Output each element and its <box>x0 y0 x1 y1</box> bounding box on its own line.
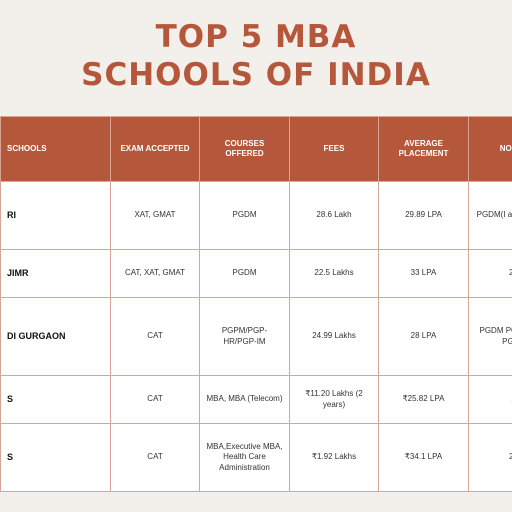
table-row: RI XAT, GMAT PGDM 28.6 Lakh 29.89 LPA PGDM(I … <box>0 181 512 250</box>
cell: CAT <box>110 423 200 492</box>
cell: MBA,Executive MBA, Health Care Administr… <box>199 423 290 492</box>
column-header: COURSES OFFERED <box>199 116 290 182</box>
title-line: SCHOOLS OF INDIA <box>81 57 431 93</box>
cell: 24.99 Lakhs <box>289 297 379 376</box>
cell: 28 <box>468 423 512 492</box>
cell: PGPM/PGP-HR/PGP-IM <box>199 297 290 376</box>
table-row: DI GURGAON CAT PGPM/PGP-HR/PGP-IM 24.99 Lak… <box>0 297 512 376</box>
header-row: SCHOOLS EXAM ACCEPTED COURSES OFFERED FEES A… <box>0 116 512 182</box>
cell: XAT, GMAT <box>110 181 200 250</box>
cell: ₹1.92 Lakhs <box>289 423 379 492</box>
cell: PGDM <box>199 181 290 250</box>
cell: MBA, MBA (Telecom) <box>199 375 290 424</box>
column-header: NO. OF <box>468 116 512 182</box>
cell: 29.89 LPA <box>378 181 469 250</box>
cell: CAT, XAT, GMAT <box>110 249 200 298</box>
school-name: JIMR <box>0 249 111 298</box>
cell: CAT <box>110 297 200 376</box>
cell: PGDM(I an PGDM( ( <box>468 181 512 250</box>
column-header: AVERAGE PLACEMENT <box>378 116 469 182</box>
table-row: S CAT MBA,Executive MBA, Health Care Admin… <box>0 423 512 492</box>
column-header: SCHOOLS <box>0 116 111 182</box>
cell: PGDM <box>199 249 290 298</box>
title-line: TOP 5 MBA <box>155 19 357 55</box>
cell: 24 <box>468 249 512 298</box>
title: TOP 5 MBA SCHOOLS OF INDIA <box>0 18 512 94</box>
school-name: S <box>0 423 111 492</box>
cell: ₹11.20 Lakhs (2 years) <box>289 375 379 424</box>
column-header: EXAM ACCEPTED <box>110 116 200 182</box>
cell: 28.6 Lakh <box>289 181 379 250</box>
column-header: FEES <box>289 116 379 182</box>
cell: CAT <box>110 375 200 424</box>
table-row: S CAT MBA, MBA (Telecom) ₹11.20 Lakhs (2 ye… <box>0 375 512 424</box>
cell: 1 <box>468 375 512 424</box>
mba-table: SCHOOLS EXAM ACCEPTED COURSES OFFERED FEES A… <box>0 116 512 492</box>
school-name: DI GURGAON <box>0 297 111 376</box>
school-name: RI <box>0 181 111 250</box>
cell: ₹25.82 LPA <box>378 375 469 424</box>
cell: 28 LPA <box>378 297 469 376</box>
school-name: S <box>0 375 111 424</box>
cell: ₹34.1 LPA <box>378 423 469 492</box>
cell: 22.5 Lakhs <box>289 249 379 298</box>
cell: 33 LPA <box>378 249 469 298</box>
cell: PGDM PGDM 120, PG 12 <box>468 297 512 376</box>
